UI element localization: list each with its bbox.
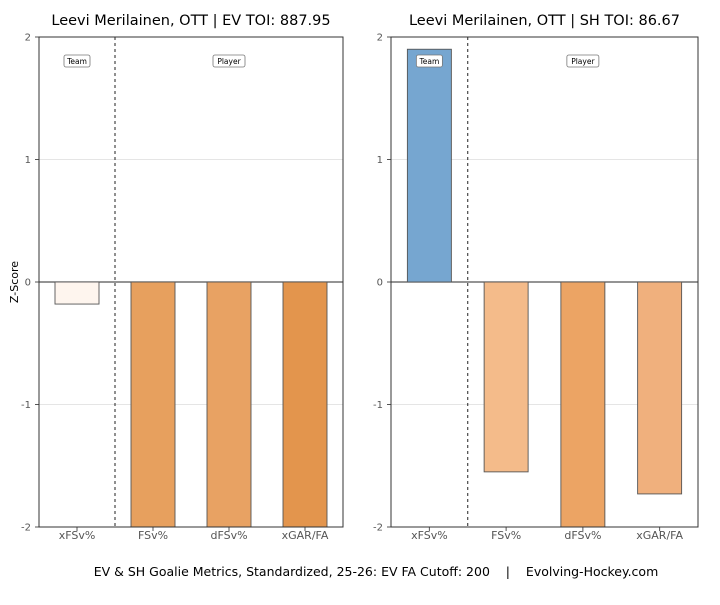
y-tick-label: 0 [377, 278, 383, 289]
x-tick-label: FSv% [491, 529, 521, 542]
player-label-box [566, 54, 600, 68]
bar-fsv [130, 281, 176, 528]
y-tick-label: 1 [25, 155, 31, 166]
bar-fsv [483, 281, 529, 473]
x-tick-label: dFSv% [564, 529, 601, 542]
y-axis-label: Z-Score [8, 261, 21, 303]
x-tick-label: xFSv% [411, 529, 448, 542]
bar-dfsv [560, 281, 606, 528]
y-tick-label: 1 [377, 155, 383, 166]
player-label-box [212, 54, 246, 68]
y-tick-label: 2 [377, 33, 383, 44]
plot-frame [38, 36, 344, 528]
plot-frame [390, 36, 699, 528]
y-tick-label: -1 [373, 400, 383, 411]
team-label-box [415, 54, 443, 68]
y-tick-label: 2 [25, 33, 31, 44]
bar-xgarfa [637, 281, 683, 495]
x-tick-label: FSv% [138, 529, 168, 542]
x-tick-label: xGAR/FA [636, 529, 683, 542]
x-tick-label: xFSv% [59, 529, 96, 542]
team-label: Team [66, 57, 87, 66]
player-label: Player [217, 57, 241, 66]
y-tick-label: -2 [21, 523, 31, 534]
team-label: Team [418, 57, 439, 66]
y-tick-label: -2 [373, 523, 383, 534]
bar-xfsv [406, 48, 452, 283]
bar-xfsv [54, 281, 100, 305]
bar-xgarfa [282, 281, 328, 528]
y-tick-label: 0 [25, 278, 31, 289]
player-label: Player [571, 57, 595, 66]
footer-caption: EV & SH Goalie Metrics, Standardized, 25… [94, 564, 659, 579]
chart-title: Leevi Merilainen, OTT | EV TOI: 887.95 [51, 13, 330, 29]
team-label-box [63, 54, 91, 68]
y-tick-label: -1 [21, 400, 31, 411]
bar-dfsv [206, 281, 252, 528]
x-tick-label: xGAR/FA [282, 529, 329, 542]
x-tick-label: dFSv% [210, 529, 247, 542]
chart-title: Leevi Merilainen, OTT | SH TOI: 86.67 [409, 13, 680, 29]
